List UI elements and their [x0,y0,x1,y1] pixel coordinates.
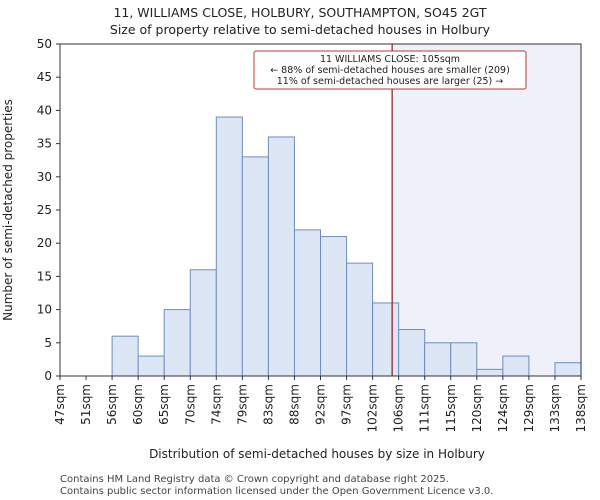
bar-88sqm [293,229,322,377]
annotation-line-3: 11% of semi-detached houses are larger (… [277,76,504,87]
footer-line-2: Contains public sector information licen… [60,486,493,497]
annotation-box: 11 WILLIAMS CLOSE: 105sqm ← 88% of semi-… [253,50,527,90]
y-axis-label: Number of semi-detached properties [1,99,15,321]
bar-106sqm [398,329,426,377]
bar-124sqm [502,355,530,377]
bar-115sqm [450,342,478,377]
y-tick-label: 50 [37,37,52,51]
bar-60sqm [137,355,165,377]
y-tick-label: 45 [37,70,52,84]
larger-region-highlight [392,44,581,376]
chart-title: 11, WILLIAMS CLOSE, HOLBURY, SOUTHAMPTON… [113,5,486,20]
x-tick-label-65sqm: 65sqm [157,384,171,425]
y-tick-label: 30 [37,170,52,184]
x-tick-label-111sqm: 111sqm [418,384,432,432]
x-tick-label-106sqm: 106sqm [392,384,406,432]
x-tick-label-102sqm: 102sqm [366,384,380,432]
bar-70sqm [189,269,217,377]
y-tick-label: 10 [37,303,52,317]
y-tick-label: 40 [37,103,52,117]
bar-79sqm [241,156,269,377]
footer-line-1: Contains HM Land Registry data © Crown c… [60,474,449,485]
x-tick-label-83sqm: 83sqm [261,384,275,425]
x-tick-label-47sqm: 47sqm [53,384,67,425]
x-tick-label-129sqm: 129sqm [522,384,536,432]
y-tick-label: 35 [37,137,52,151]
y-tick-label: 25 [37,203,52,217]
bar-97sqm [346,262,374,377]
x-tick-label-92sqm: 92sqm [314,384,328,425]
x-tick-label-138sqm: 138sqm [574,384,588,432]
annotation-border [253,50,527,90]
x-tick-label-74sqm: 74sqm [209,384,223,425]
x-tick-label-124sqm: 124sqm [496,384,510,432]
bar-102sqm [372,302,400,377]
bar-133sqm [554,362,582,377]
y-tick-label: 15 [37,269,52,283]
x-axis-label: Distribution of semi-detached houses by … [149,447,485,461]
y-tick-label: 20 [37,236,52,250]
y-tick-label: 5 [44,336,52,350]
x-tick-label-79sqm: 79sqm [235,384,249,425]
bar-111sqm [424,342,452,377]
x-tick-label-88sqm: 88sqm [287,384,301,425]
x-tick-label-120sqm: 120sqm [470,384,484,432]
x-tick-label-133sqm: 133sqm [548,384,562,432]
x-tick-label-51sqm: 51sqm [79,384,93,425]
x-tick-label-70sqm: 70sqm [183,384,197,425]
plot-frame [59,43,582,377]
bar-56sqm [111,335,139,377]
x-tick-label-60sqm: 60sqm [131,384,145,425]
y-tick-label: 0 [44,369,52,383]
bar-92sqm [320,236,348,377]
x-tick-label-97sqm: 97sqm [340,384,354,425]
bar-83sqm [267,136,295,377]
bar-65sqm [163,309,191,377]
annotation-line-2: ← 88% of semi-detached houses are smalle… [270,65,510,76]
chart-subtitle: Size of property relative to semi-detach… [110,22,491,37]
x-tick-label-56sqm: 56sqm [105,384,119,425]
annotation-line-1: 11 WILLIAMS CLOSE: 105sqm [320,54,460,65]
x-tick-label-115sqm: 115sqm [444,384,458,432]
bar-74sqm [215,116,243,377]
bar-120sqm [476,368,504,377]
